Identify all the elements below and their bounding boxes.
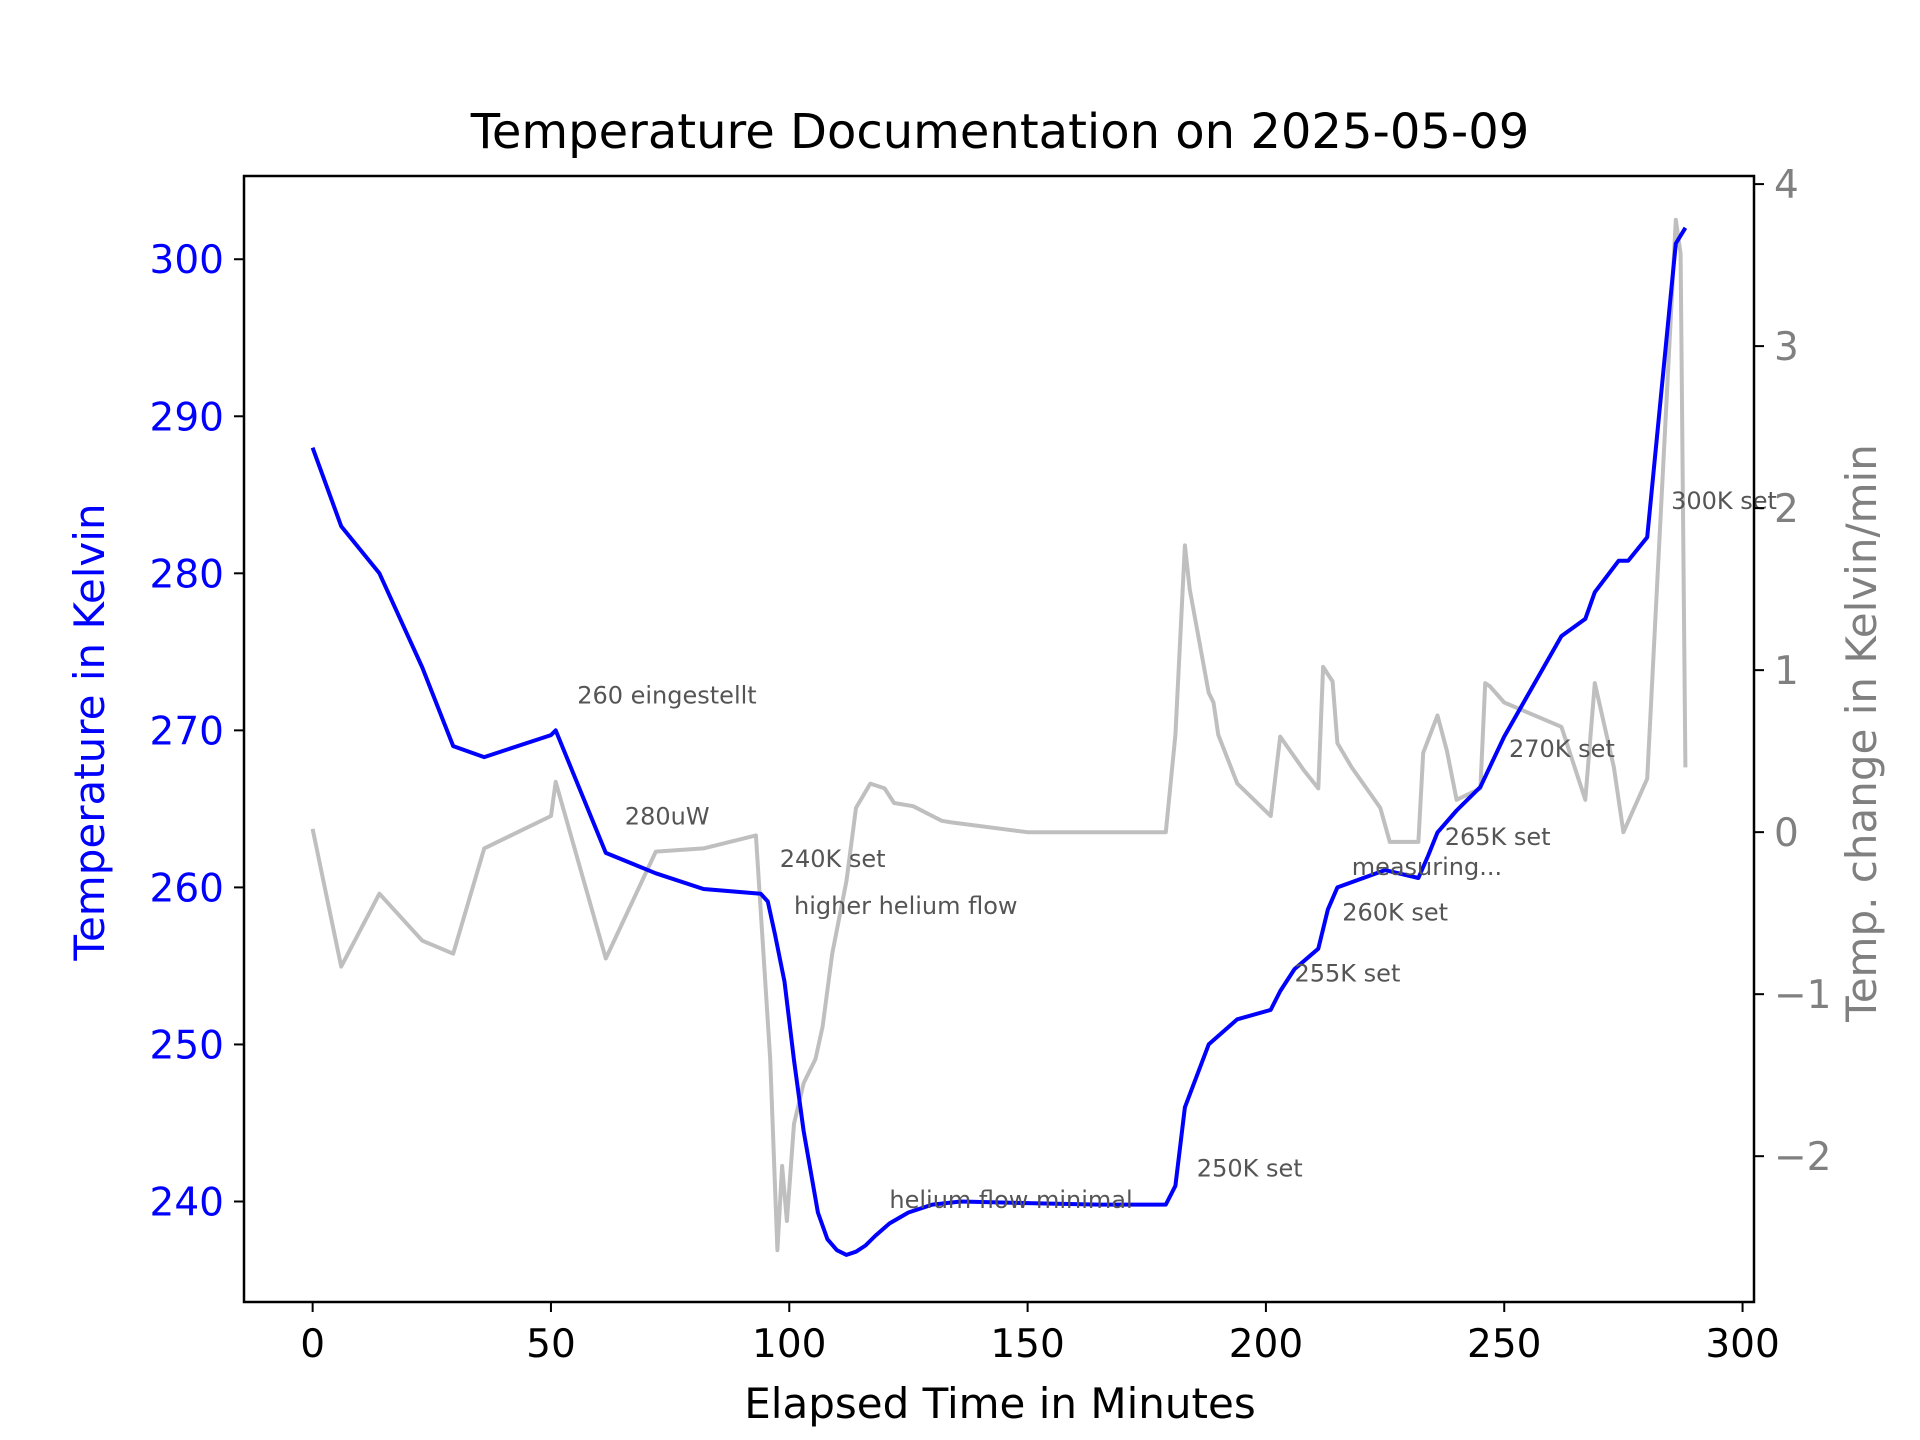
y-tick-label: 260 [150, 866, 224, 911]
annotation-label: higher helium flow [794, 892, 1018, 920]
x-tick-label: 150 [990, 1322, 1064, 1367]
y-tick-label: 240 [150, 1180, 224, 1225]
plot-area: 260 eingestellt 280uW 240K set higher heliu… [150, 163, 1832, 1367]
y2-tick-label: −1 [1774, 973, 1832, 1018]
annotation-label: 260 eingestellt [577, 682, 757, 710]
rate-series-line [310, 217, 1688, 1253]
y-tick-label: 290 [150, 395, 224, 440]
y2-tick-label: 0 [1774, 811, 1799, 856]
x-tick-label: 50 [526, 1322, 576, 1367]
chart-title: Temperature Documentation on 2025-05-09 [470, 104, 1530, 160]
y2-tick-label: 4 [1774, 163, 1799, 208]
annotation-label: 255K set [1295, 960, 1401, 988]
y-axis-title: Temperature in Kelvin [65, 503, 114, 961]
y-tick-label: 280 [150, 552, 224, 597]
y2-tick-label: 2 [1774, 487, 1799, 532]
annotation-label: 240K set [780, 845, 886, 873]
y2-tick-label: −2 [1774, 1135, 1832, 1180]
annotation-label: 250K set [1197, 1154, 1303, 1182]
y2-tick-label: 3 [1774, 325, 1799, 370]
y-tick-label: 300 [150, 238, 224, 283]
y2-tick-label: 1 [1774, 649, 1799, 694]
temperature-series-line [310, 226, 1688, 1257]
annotation-label: helium flow minimal [889, 1186, 1132, 1214]
axes-frame [242, 174, 1756, 1304]
x-tick-label: 200 [1229, 1322, 1303, 1367]
x-tick-label: 250 [1467, 1322, 1541, 1367]
annotation-label: 260K set [1342, 898, 1448, 926]
x-tick-label: 300 [1705, 1322, 1779, 1367]
annotation-label: 270K set [1509, 735, 1615, 763]
y2-axis-title: Temp. change in Kelvin/min [1837, 444, 1886, 1023]
y-tick-label: 250 [150, 1023, 224, 1068]
annotation-label: 280uW [625, 803, 710, 831]
x-tick-label: 100 [752, 1322, 826, 1367]
annotation-label: 265K set [1445, 823, 1551, 851]
annotation-label: 300K set [1671, 487, 1777, 515]
x-axis-title: Elapsed Time in Minutes [744, 1379, 1255, 1428]
x-tick-label: 0 [300, 1322, 325, 1367]
annotation-label: measuring... [1352, 853, 1502, 881]
y-tick-label: 270 [150, 709, 224, 754]
